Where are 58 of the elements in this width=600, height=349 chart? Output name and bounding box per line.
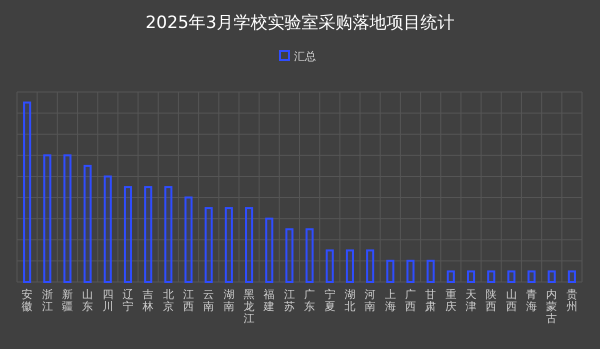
x-tick-label: 上海 (384, 288, 396, 313)
bar (184, 196, 193, 283)
x-tick-label: 四川 (102, 288, 114, 313)
bar (245, 207, 254, 283)
x-tick-label: 内蒙古 (546, 288, 558, 325)
bar (528, 270, 536, 283)
bar (446, 270, 455, 283)
x-tick-label: 宁夏 (324, 288, 336, 313)
bar (568, 270, 576, 283)
bar (265, 218, 274, 283)
bar (124, 186, 132, 283)
bar (326, 249, 334, 283)
bar (164, 186, 172, 283)
x-tick-label: 安徽 (22, 288, 33, 313)
bar (548, 270, 556, 283)
x-tick-label: 新疆 (62, 288, 73, 313)
x-tick-label: 云南 (203, 288, 214, 313)
x-tick-label: 湖北 (344, 288, 356, 313)
x-tick-label: 甘肃 (425, 288, 436, 313)
x-tick-label: 广西 (404, 288, 416, 313)
x-tick-label: 河南 (364, 288, 376, 313)
bar (104, 175, 112, 283)
x-tick-label: 山东 (82, 288, 94, 313)
x-tick-label: 重庆 (445, 288, 456, 313)
bar (346, 249, 354, 283)
bar (224, 207, 233, 283)
x-tick-label: 福建 (262, 288, 275, 313)
x-tick-label: 天津 (466, 288, 477, 313)
bar (406, 260, 415, 283)
x-tick-label: 黑龙江 (244, 288, 255, 325)
x-tick-label: 浙江 (42, 288, 53, 313)
bar (144, 186, 152, 283)
bar (23, 102, 32, 283)
x-tick-label: 北京 (162, 288, 174, 313)
x-tick-label: 湖南 (223, 288, 234, 313)
bar (43, 154, 52, 283)
bar (466, 270, 476, 283)
x-tick-label: 广东 (304, 288, 316, 313)
x-tick-label: 山西 (506, 288, 517, 313)
bar (204, 207, 213, 283)
x-tick-label: 江苏 (284, 288, 295, 313)
bar (366, 249, 374, 283)
bar (63, 154, 72, 283)
bar (306, 228, 314, 283)
x-tick-label: 江西 (183, 288, 194, 313)
x-tick-label: 贵州 (566, 288, 578, 313)
bar (386, 260, 394, 283)
bar (426, 260, 435, 283)
bar (507, 270, 516, 283)
bar (84, 164, 92, 283)
x-tick-label: 辽宁 (122, 288, 134, 313)
x-tick-label: 吉林 (142, 288, 154, 313)
bar (285, 228, 294, 283)
legend-label: 汇总 (294, 50, 316, 63)
x-tick-label: 陕西 (486, 288, 497, 313)
bar (487, 270, 496, 283)
chart-title: 2025年3月学校实验室采购落地项目统计 (145, 13, 455, 33)
x-tick-label: 青海 (526, 288, 538, 313)
